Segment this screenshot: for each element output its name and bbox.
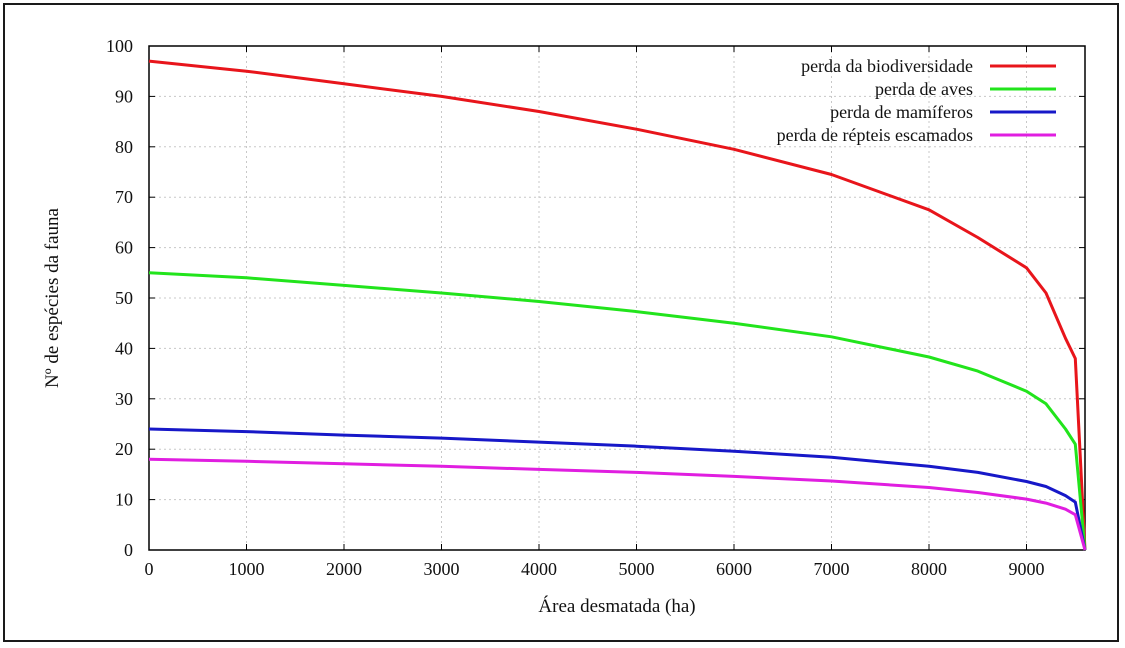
legend-entry-label: perda da biodiversidade [801,56,973,76]
y-tick-label: 60 [115,238,133,258]
x-tick-label: 7000 [814,559,850,579]
x-tick-label: 3000 [424,559,460,579]
y-tick-label: 70 [115,187,133,207]
y-tick-label: 100 [106,36,133,56]
y-tick-label: 90 [115,86,133,106]
y-tick-label: 0 [124,540,133,560]
legend: perda da biodiversidade perda de aves perd… [777,56,1056,145]
axis-ticks: 0 1000 2000 3000 4000 5000 6000 7000 8000 9000 0 10… [106,36,1085,579]
x-tick-label: 1000 [229,559,265,579]
y-tick-label: 50 [115,288,133,308]
legend-entry-label: perda de mamíferos [830,102,973,122]
series-line-3 [148,427,1087,551]
y-tick-label: 10 [115,490,133,510]
x-tick-label: 2000 [326,559,362,579]
series-line-4 [148,457,1087,551]
x-tick-label: 6000 [716,559,752,579]
y-tick-label: 20 [115,439,133,459]
x-axis-label: Área desmatada (ha) [538,595,695,617]
y-tick-label: 80 [115,137,133,157]
x-tick-label: 9000 [1009,559,1045,579]
y-tick-label: 30 [115,389,133,409]
series-lines [148,59,1087,551]
y-axis-label: Nº de espécies da fauna [42,207,63,388]
series-line-1 [148,59,1087,551]
legend-entry-label: perda de répteis escamados [777,125,973,145]
x-tick-label: 0 [145,559,154,579]
x-tick-label: 4000 [521,559,557,579]
series-line-2 [148,271,1087,551]
x-tick-label: 5000 [619,559,655,579]
legend-entry-label: perda de aves [875,79,973,99]
y-tick-label: 40 [115,338,133,358]
x-tick-label: 8000 [911,559,947,579]
chart-frame [3,3,1119,642]
